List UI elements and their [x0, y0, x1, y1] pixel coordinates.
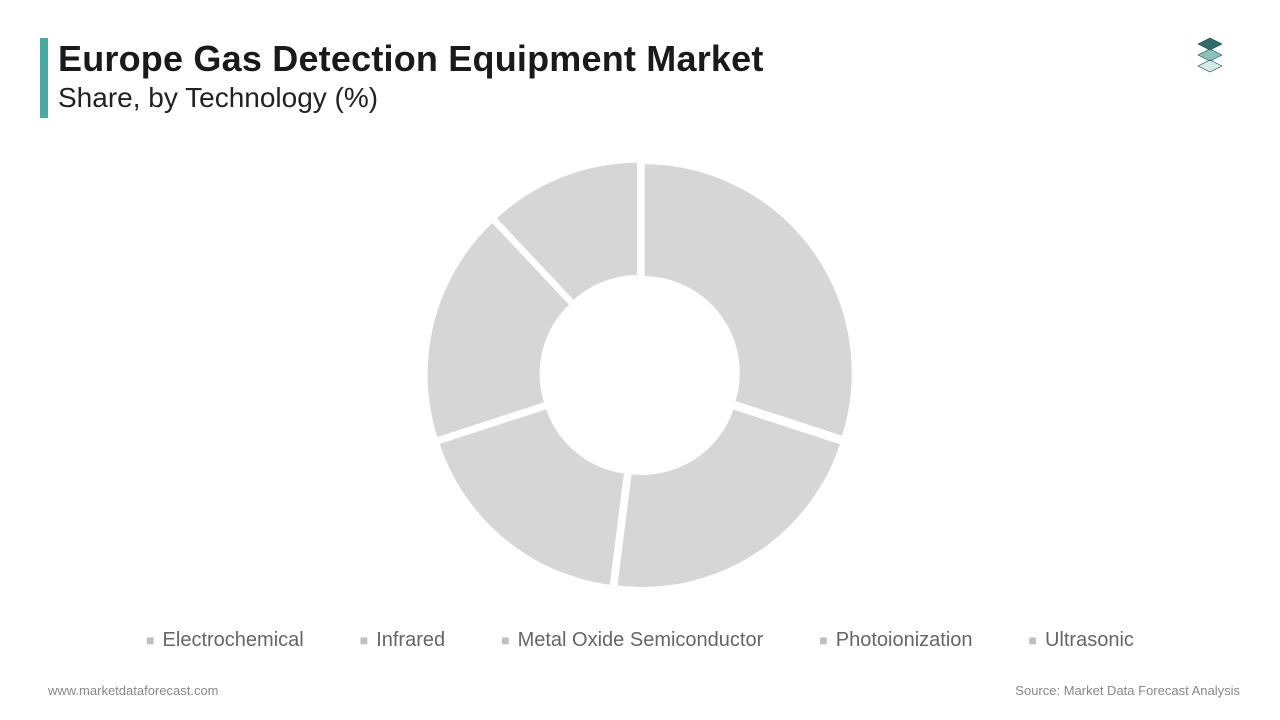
legend-label: Infrared [376, 629, 445, 652]
legend-label: Ultrasonic [1045, 629, 1134, 652]
footer-url: www.marketdataforecast.com [48, 683, 219, 698]
footer-source: Source: Market Data Forecast Analysis [1015, 683, 1240, 698]
legend-item: ■ Electrochemical [146, 629, 304, 652]
page-subtitle: Share, by Technology (%) [58, 82, 378, 114]
legend-bullet-icon: ■ [360, 632, 368, 648]
legend-bullet-icon: ■ [146, 632, 154, 648]
accent-bar [40, 38, 48, 118]
legend-bullet-icon: ■ [1029, 632, 1037, 648]
brand-logo [1180, 32, 1240, 82]
donut-slice [616, 408, 842, 589]
donut-slice [643, 163, 853, 438]
legend-label: Photoionization [836, 629, 973, 652]
layers-icon [1180, 32, 1240, 82]
legend-item: ■ Photoionization [819, 629, 972, 652]
legend-bullet-icon: ■ [819, 632, 827, 648]
legend-item: ■ Ultrasonic [1029, 629, 1134, 652]
legend-label: Electrochemical [163, 629, 304, 652]
legend-item: ■ Infrared [360, 629, 445, 652]
donut-slice [438, 407, 626, 586]
legend-item: ■ Metal Oxide Semiconductor [501, 629, 763, 652]
donut-chart [0, 145, 1280, 605]
chart-legend: ■ Electrochemical ■ Infrared ■ Metal Oxide Se… [0, 620, 1280, 660]
page-title: Europe Gas Detection Equipment Market [58, 38, 764, 80]
legend-label: Metal Oxide Semiconductor [518, 629, 764, 652]
legend-bullet-icon: ■ [501, 632, 509, 648]
